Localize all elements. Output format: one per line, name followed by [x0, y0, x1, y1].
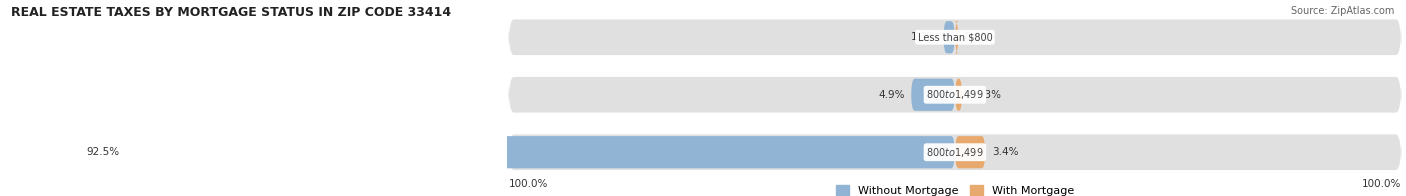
FancyBboxPatch shape	[125, 136, 955, 168]
Text: 92.5%: 92.5%	[86, 147, 120, 157]
FancyBboxPatch shape	[509, 19, 1402, 55]
FancyBboxPatch shape	[509, 77, 1402, 113]
Text: 0.4%: 0.4%	[965, 32, 991, 42]
FancyBboxPatch shape	[509, 134, 1402, 170]
FancyBboxPatch shape	[955, 79, 962, 111]
Legend: Without Mortgage, With Mortgage: Without Mortgage, With Mortgage	[835, 185, 1074, 196]
Text: $800 to $1,499: $800 to $1,499	[927, 88, 984, 101]
FancyBboxPatch shape	[955, 21, 959, 53]
FancyBboxPatch shape	[943, 21, 955, 53]
Text: REAL ESTATE TAXES BY MORTGAGE STATUS IN ZIP CODE 33414: REAL ESTATE TAXES BY MORTGAGE STATUS IN …	[11, 6, 451, 19]
FancyBboxPatch shape	[911, 79, 955, 111]
Text: 100.0%: 100.0%	[1362, 179, 1402, 189]
Text: 4.9%: 4.9%	[879, 90, 904, 100]
Text: Source: ZipAtlas.com: Source: ZipAtlas.com	[1291, 6, 1395, 16]
Text: Less than $800: Less than $800	[918, 32, 993, 42]
Text: 0.83%: 0.83%	[969, 90, 1001, 100]
Text: 100.0%: 100.0%	[509, 179, 548, 189]
FancyBboxPatch shape	[955, 136, 986, 168]
Text: 1.3%: 1.3%	[911, 32, 936, 42]
Text: 3.4%: 3.4%	[991, 147, 1018, 157]
Text: $800 to $1,499: $800 to $1,499	[927, 146, 984, 159]
